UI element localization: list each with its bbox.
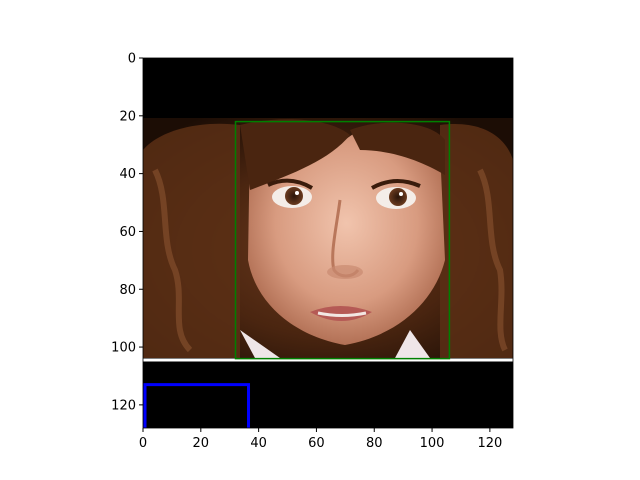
image-axes: 0 20 40 60 80 100 120 0 20 40 60 80 100 120 xyxy=(111,52,514,451)
x-tick-label: 100 xyxy=(420,436,445,451)
y-tick-label: 60 xyxy=(119,225,136,240)
x-axis-ticks: 0 20 40 60 80 100 120 xyxy=(139,428,502,451)
y-tick-label: 80 xyxy=(119,283,136,298)
y-tick-label: 20 xyxy=(119,109,136,124)
y-axis-ticks: 0 20 40 60 80 100 120 xyxy=(111,52,143,413)
y-tick-label: 40 xyxy=(119,167,136,182)
y-tick-label: 120 xyxy=(111,398,136,413)
x-tick-label: 120 xyxy=(477,436,502,451)
face-photo xyxy=(143,118,513,358)
blue-bounding-box xyxy=(143,383,251,428)
axes-frame xyxy=(142,57,514,429)
x-tick-label: 20 xyxy=(193,436,210,451)
y-tick-label: 100 xyxy=(111,341,136,356)
x-tick-label: 60 xyxy=(308,436,325,451)
x-tick-label: 0 xyxy=(139,436,147,451)
face-bounding-box xyxy=(234,120,451,360)
y-tick-label: 0 xyxy=(128,52,136,67)
x-tick-label: 40 xyxy=(250,436,267,451)
x-tick-label: 80 xyxy=(366,436,383,451)
